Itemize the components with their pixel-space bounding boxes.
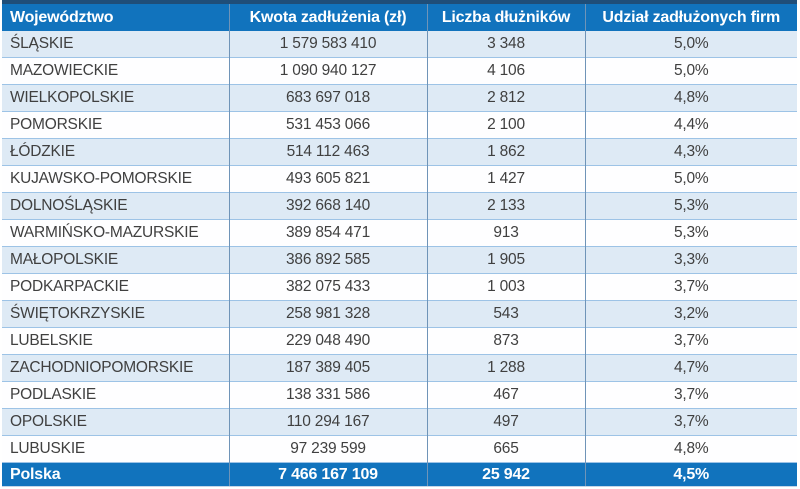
cell-wojewodztwo: LUBELSKIE xyxy=(10,332,93,349)
cell-kwota-zadluzenia: 110 294 167 xyxy=(228,408,427,436)
cell-wojewodztwo: PODKARPACKIE xyxy=(10,278,129,295)
table-header: Województwo Kwota zadłużenia (zł) Liczba… xyxy=(2,2,797,31)
cell-kwota-zadluzenia: 386 892 585 xyxy=(228,246,427,274)
cell-kwota-zadluzenia: 392 668 140 xyxy=(228,192,427,220)
cell-wojewodztwo: PODLASKIE xyxy=(10,386,97,403)
table-row: ŚLĄSKIE 1 579 583 410 3 348 5,0% xyxy=(2,31,797,58)
cell-udzial-zadluzonych: 3,7% xyxy=(584,327,797,355)
cell-wojewodztwo: MAZOWIECKIE xyxy=(10,62,119,79)
footer-cell-liczba-dluznikow: 25 942 xyxy=(426,462,585,487)
cell-udzial-zadluzonych: 4,7% xyxy=(584,354,797,382)
footer-cell-kwota-zadluzenia: 7 466 167 109 xyxy=(228,462,427,487)
table-row: WARMIŃSKO-MAZURSKIE 389 854 471 913 5,3% xyxy=(2,219,797,247)
cell-wojewodztwo: ŚLĄSKIE xyxy=(10,35,74,52)
header-row: Województwo Kwota zadłużenia (zł) Liczba… xyxy=(2,2,797,31)
table-row: PODLASKIE 138 331 586 467 3,7% xyxy=(2,381,797,409)
header-cell-kwota-zadluzenia: Kwota zadłużenia (zł) xyxy=(228,2,427,31)
header-cell-liczba-dluznikow: Liczba dłużników xyxy=(426,2,585,31)
cell-liczba-dluznikow: 4 106 xyxy=(426,57,585,85)
table-row: WIELKOPOLSKIE 683 697 018 2 812 4,8% xyxy=(2,84,797,112)
cell-wojewodztwo: MAŁOPOLSKIE xyxy=(10,251,119,268)
cell-liczba-dluznikow: 467 xyxy=(426,381,585,409)
cell-liczba-dluznikow: 2 812 xyxy=(426,84,585,112)
table-footer: Polska 7 466 167 109 25 942 4,5% xyxy=(2,462,797,487)
table-row: PODKARPACKIE 382 075 433 1 003 3,7% xyxy=(2,273,797,301)
cell-udzial-zadluzonych: 4,8% xyxy=(584,435,797,463)
cell-udzial-zadluzonych: 5,0% xyxy=(584,165,797,193)
cell-wojewodztwo: ŚWIĘTOKRZYSKIE xyxy=(10,305,145,322)
cell-liczba-dluznikow: 1 003 xyxy=(426,273,585,301)
cell-kwota-zadluzenia: 97 239 599 xyxy=(228,435,427,463)
cell-liczba-dluznikow: 1 288 xyxy=(426,354,585,382)
cell-wojewodztwo: POMORSKIE xyxy=(10,116,103,133)
cell-udzial-zadluzonych: 5,0% xyxy=(584,57,797,85)
cell-liczba-dluznikow: 665 xyxy=(426,435,585,463)
cell-kwota-zadluzenia: 1 090 940 127 xyxy=(228,57,427,85)
cell-udzial-zadluzonych: 3,7% xyxy=(584,381,797,409)
table-row: ZACHODNIOPOMORSKIE 187 389 405 1 288 4,7% xyxy=(2,354,797,382)
cell-liczba-dluznikow: 1 862 xyxy=(426,138,585,166)
cell-udzial-zadluzonych: 4,3% xyxy=(584,138,797,166)
cell-kwota-zadluzenia: 531 453 066 xyxy=(228,111,427,139)
table-row: ŚWIĘTOKRZYSKIE 258 981 328 543 3,2% xyxy=(2,300,797,328)
cell-liczba-dluznikow: 1 905 xyxy=(426,246,585,274)
table-row: ŁÓDZKIE 514 112 463 1 862 4,3% xyxy=(2,138,797,166)
cell-kwota-zadluzenia: 514 112 463 xyxy=(228,138,427,166)
cell-kwota-zadluzenia: 683 697 018 xyxy=(228,84,427,112)
table-row: LUBELSKIE 229 048 490 873 3,7% xyxy=(2,327,797,355)
cell-liczba-dluznikow: 873 xyxy=(426,327,585,355)
cell-kwota-zadluzenia: 229 048 490 xyxy=(228,327,427,355)
table-row: MAŁOPOLSKIE 386 892 585 1 905 3,3% xyxy=(2,246,797,274)
cell-udzial-zadluzonych: 5,0% xyxy=(584,31,797,58)
table-row: DOLNOŚLĄSKIE 392 668 140 2 133 5,3% xyxy=(2,192,797,220)
header-cell-wojewodztwo: Województwo xyxy=(2,2,229,31)
cell-wojewodztwo: KUJAWSKO-POMORSKIE xyxy=(10,170,192,187)
cell-wojewodztwo: WIELKOPOLSKIE xyxy=(10,89,135,106)
cell-liczba-dluznikow: 543 xyxy=(426,300,585,328)
header-cell-udzial-zadluzonych: Udział zadłużonych firm xyxy=(584,2,797,31)
table-row: OPOLSKIE 110 294 167 497 3,7% xyxy=(2,408,797,436)
cell-kwota-zadluzenia: 138 331 586 xyxy=(228,381,427,409)
table-row: MAZOWIECKIE 1 090 940 127 4 106 5,0% xyxy=(2,57,797,85)
footer-row-polska: Polska 7 466 167 109 25 942 4,5% xyxy=(2,462,797,487)
table-row: KUJAWSKO-POMORSKIE 493 605 821 1 427 5,0% xyxy=(2,165,797,193)
cell-liczba-dluznikow: 1 427 xyxy=(426,165,585,193)
cell-kwota-zadluzenia: 187 389 405 xyxy=(228,354,427,382)
cell-kwota-zadluzenia: 382 075 433 xyxy=(228,273,427,301)
cell-udzial-zadluzonych: 3,2% xyxy=(584,300,797,328)
cell-udzial-zadluzonych: 4,8% xyxy=(584,84,797,112)
cell-liczba-dluznikow: 2 133 xyxy=(426,192,585,220)
cell-wojewodztwo: DOLNOŚLĄSKIE xyxy=(10,197,128,214)
table-row: POMORSKIE 531 453 066 2 100 4,4% xyxy=(2,111,797,139)
footer-cell-wojewodztwo: Polska xyxy=(2,462,229,487)
cell-liczba-dluznikow: 913 xyxy=(426,219,585,247)
cell-wojewodztwo: ZACHODNIOPOMORSKIE xyxy=(10,359,194,376)
cell-liczba-dluznikow: 2 100 xyxy=(426,111,585,139)
cell-udzial-zadluzonych: 3,3% xyxy=(584,246,797,274)
cell-kwota-zadluzenia: 493 605 821 xyxy=(228,165,427,193)
cell-wojewodztwo: WARMIŃSKO-MAZURSKIE xyxy=(10,224,199,241)
table-body: ŚLĄSKIE 1 579 583 410 3 348 5,0% MAZOWIECKIE… xyxy=(2,31,797,463)
cell-udzial-zadluzonych: 4,4% xyxy=(584,111,797,139)
cell-udzial-zadluzonych: 3,7% xyxy=(584,408,797,436)
table-row: LUBUSKIE 97 239 599 665 4,8% xyxy=(2,435,797,463)
cell-liczba-dluznikow: 497 xyxy=(426,408,585,436)
cell-wojewodztwo: OPOLSKIE xyxy=(10,413,87,430)
cell-udzial-zadluzonych: 5,3% xyxy=(584,192,797,220)
cell-udzial-zadluzonych: 5,3% xyxy=(584,219,797,247)
footer-cell-udzial-zadluzonych: 4,5% xyxy=(584,462,797,487)
cell-liczba-dluznikow: 3 348 xyxy=(426,31,585,58)
cell-wojewodztwo: ŁÓDZKIE xyxy=(10,143,75,160)
cell-udzial-zadluzonych: 3,7% xyxy=(584,273,797,301)
cell-kwota-zadluzenia: 1 579 583 410 xyxy=(228,31,427,58)
cell-wojewodztwo: LUBUSKIE xyxy=(10,440,86,457)
cell-kwota-zadluzenia: 389 854 471 xyxy=(228,219,427,247)
cell-kwota-zadluzenia: 258 981 328 xyxy=(228,300,427,328)
